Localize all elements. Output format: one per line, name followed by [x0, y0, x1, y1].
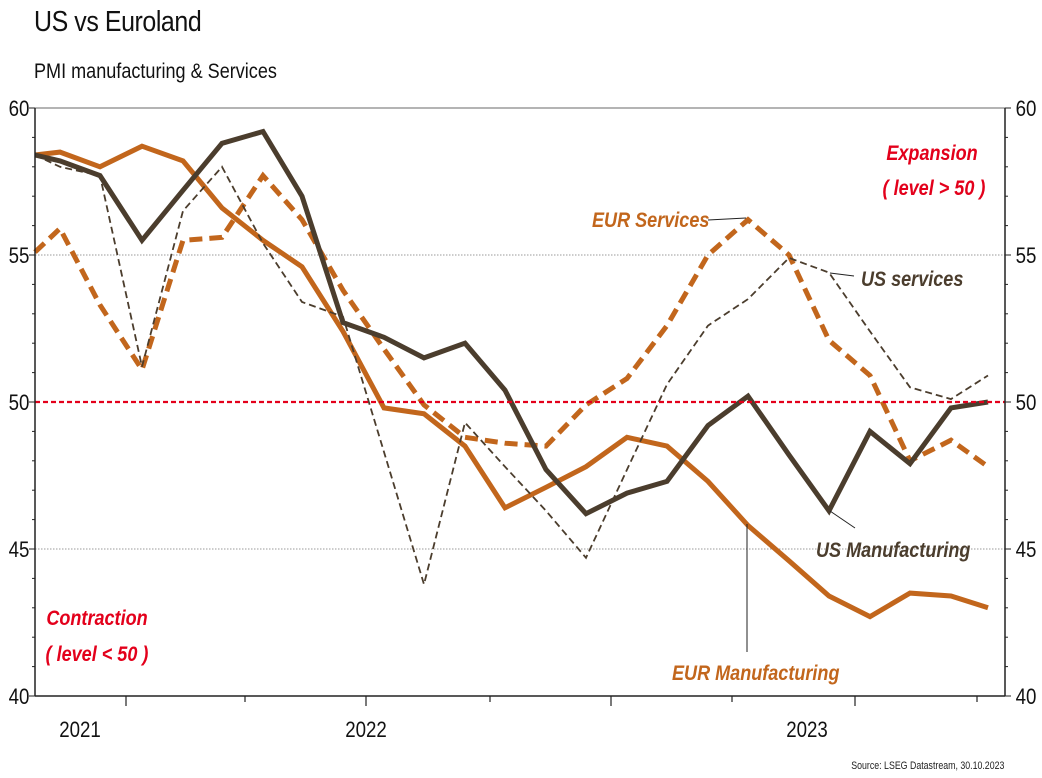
y-tick-label-left: 55 [9, 245, 30, 269]
leader-us-services [829, 272, 855, 277]
x-tick-label: 2021 [59, 719, 101, 743]
leader-eur-services [707, 217, 747, 221]
y-tick-label-left: 40 [9, 686, 30, 710]
label-eur-services: EUR Services [592, 209, 710, 233]
chart-subtitle: PMI manufacturing & Services [34, 60, 277, 83]
leader-us-manufacturing [829, 510, 856, 529]
chart-title: US vs Euroland [34, 6, 202, 38]
label-us-services: US services [861, 268, 963, 292]
y-tick-label-right: 40 [1016, 686, 1037, 710]
y-tick-label-right: 60 [1016, 98, 1037, 122]
y-tick-label-right: 45 [1016, 539, 1037, 563]
series-eur-services [33, 171, 990, 469]
x-tick-label: 2022 [345, 719, 387, 743]
y-tick-label-right: 50 [1016, 392, 1037, 416]
label-us-manufacturing: US Manufacturing [816, 539, 970, 563]
source-note: Source: LSEG Datastream, 30.10.2023 [850, 760, 1004, 772]
label-expansion-condition: ( level > 50 ) [883, 177, 986, 201]
y-tick-label-left: 45 [9, 539, 30, 563]
series-us-manufacturing [34, 128, 989, 517]
y-tick-label-right: 55 [1016, 245, 1037, 269]
y-tick-label-left: 60 [9, 98, 30, 122]
label-eur-manufacturing: EUR Manufacturing [672, 662, 840, 686]
series-us-services [34, 154, 989, 588]
label-contraction: Contraction [46, 607, 147, 631]
label-expansion: Expansion [886, 142, 977, 166]
x-tick-label: 2023 [786, 719, 828, 743]
y-tick-label-left: 50 [9, 392, 30, 416]
label-contraction-condition: ( level < 50 ) [46, 643, 149, 667]
